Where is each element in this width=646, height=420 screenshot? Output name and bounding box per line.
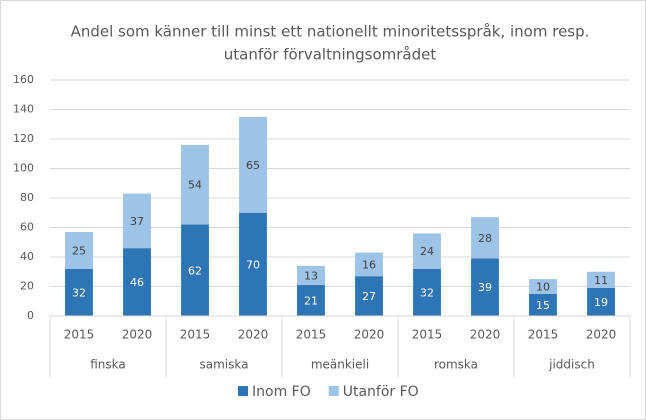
data-label: 28 (478, 232, 492, 245)
legend-swatch (238, 386, 248, 396)
bar-segment (297, 265, 325, 286)
bar-segment (471, 217, 499, 259)
legend-label: Utanför FO (343, 384, 419, 400)
x-tick-label: 2015 (64, 328, 95, 342)
bar-segment (355, 276, 383, 316)
group-label: samiska (200, 358, 249, 372)
data-label: 24 (420, 245, 434, 258)
x-tick-label: 2020 (470, 328, 501, 342)
data-label: 65 (246, 159, 260, 172)
bar-segment (529, 279, 557, 294)
group-label: finska (90, 358, 126, 372)
bar-segment (587, 271, 615, 288)
bar-segment (181, 144, 209, 225)
group-label: romska (434, 358, 478, 372)
bar-segment (123, 193, 151, 249)
x-tick-label: 2015 (528, 328, 559, 342)
data-label: 70 (246, 258, 260, 271)
data-label: 37 (130, 215, 144, 228)
bar-segment (471, 258, 499, 316)
bar-segment (529, 293, 557, 316)
legend-swatch (328, 386, 339, 396)
y-tick-label: 120 (13, 132, 34, 145)
data-label: 54 (188, 179, 202, 192)
bar-segment (239, 116, 267, 213)
bar-segment (297, 285, 325, 316)
bar-segment (123, 248, 151, 316)
bar-segment (355, 252, 383, 277)
data-label: 21 (304, 295, 318, 308)
data-label: 16 (362, 258, 376, 271)
data-label: 25 (72, 244, 86, 257)
y-tick-label: 100 (13, 162, 34, 175)
bar-segment (239, 212, 267, 316)
data-label: 32 (72, 286, 86, 299)
y-tick-label: 160 (13, 73, 34, 86)
data-label: 27 (362, 290, 376, 303)
bar-segment (587, 287, 615, 316)
bar-segment (413, 233, 441, 269)
y-tick-label: 60 (20, 221, 34, 234)
data-label: 39 (478, 281, 492, 294)
group-label: meänkieli (311, 358, 369, 372)
y-tick-label: 20 (20, 280, 34, 293)
data-label: 13 (304, 269, 318, 282)
x-tick-label: 2020 (238, 328, 269, 342)
y-tick-label: 80 (20, 191, 34, 204)
data-label: 10 (536, 281, 550, 294)
data-label: 19 (594, 296, 608, 309)
x-tick-label: 2020 (586, 328, 617, 342)
x-tick-label: 2020 (122, 328, 153, 342)
x-tick-label: 2015 (412, 328, 443, 342)
data-label: 46 (130, 276, 144, 289)
data-label: 32 (420, 286, 434, 299)
data-label: 11 (594, 274, 608, 287)
group-label: jiddisch (548, 358, 595, 372)
data-label: 15 (536, 299, 550, 312)
data-label: 62 (188, 264, 202, 277)
bar-segment (413, 268, 441, 316)
y-tick-label: 0 (27, 309, 34, 322)
chart-title: utanför förvaltningsområdet (224, 46, 437, 64)
bar-segment (181, 224, 209, 316)
bar-segment (65, 231, 93, 269)
chart-title: Andel som känner till minst ett nationel… (71, 23, 590, 41)
y-tick-label: 40 (20, 250, 34, 263)
y-tick-label: 140 (13, 103, 34, 116)
x-tick-label: 2020 (354, 328, 385, 342)
x-tick-label: 2015 (296, 328, 327, 342)
legend-label: Inom FO (252, 384, 311, 400)
bar-segment (65, 268, 93, 316)
x-tick-label: 2015 (180, 328, 211, 342)
